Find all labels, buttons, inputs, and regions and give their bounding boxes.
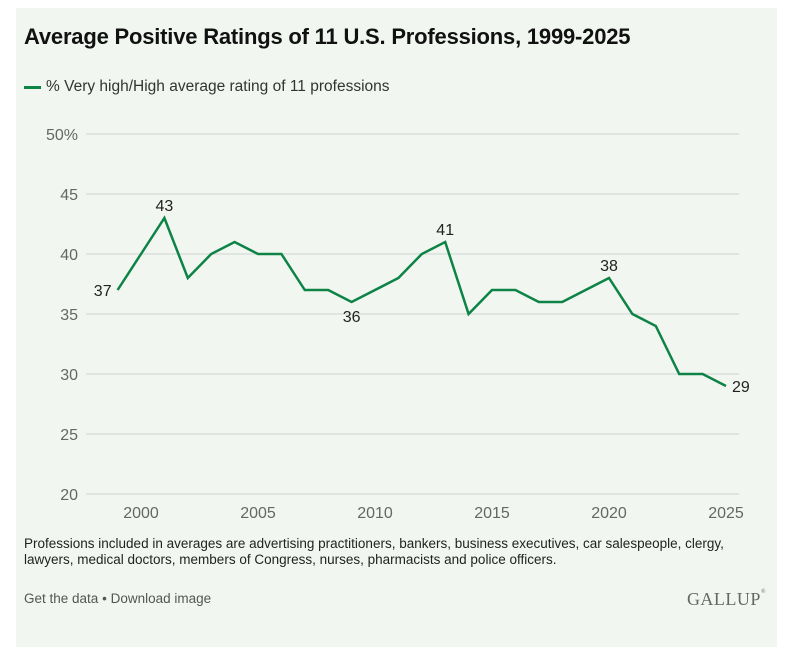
y-tick-label: 50% — [46, 127, 78, 144]
x-tick-label: 2025 — [708, 505, 744, 522]
y-tick-label: 20 — [60, 487, 78, 504]
separator-dot: • — [102, 591, 107, 606]
data-label: 37 — [94, 283, 112, 300]
x-tick-label: 2020 — [591, 505, 627, 522]
x-tick-label: 2015 — [474, 505, 510, 522]
y-tick-label: 25 — [60, 427, 78, 444]
y-tick-label: 45 — [60, 187, 78, 204]
x-axis-ticks: 2000 2005 2010 2015 2020 2025 — [123, 505, 744, 522]
series-line — [116, 215, 727, 388]
get-data-link[interactable]: Get the data — [24, 591, 99, 606]
logo-mark: ® — [760, 589, 766, 595]
gallup-logo: GALLUP® — [687, 589, 766, 610]
data-labels: 37 43 36 41 38 29 — [94, 198, 750, 396]
gridlines — [86, 133, 739, 495]
x-tick-label: 2000 — [123, 505, 159, 522]
footnote: Professions included in averages are adv… — [24, 536, 724, 567]
footer-links: Get the data • Download image — [24, 591, 211, 606]
data-label: 43 — [156, 198, 174, 215]
chart-title: Average Positive Ratings of 11 U.S. Prof… — [24, 24, 631, 49]
data-label: 29 — [732, 379, 750, 396]
y-tick-label: 30 — [60, 367, 78, 384]
x-tick-label: 2010 — [357, 505, 393, 522]
data-label: 41 — [436, 222, 454, 239]
legend-swatch — [24, 85, 41, 89]
y-axis-ticks: 20 25 30 35 40 45 50% — [46, 127, 78, 504]
legend-label: % Very high/High average rating of 11 pr… — [46, 78, 390, 95]
data-points — [117, 217, 727, 387]
logo-text: GALLUP — [686, 589, 761, 609]
chart-card — [16, 8, 777, 647]
data-label: 38 — [600, 258, 618, 275]
data-label: 36 — [343, 309, 361, 326]
y-tick-label: 35 — [60, 307, 78, 324]
download-image-link[interactable]: Download image — [110, 591, 212, 606]
legend: % Very high/High average rating of 11 pr… — [24, 78, 390, 96]
x-tick-label: 2005 — [240, 505, 276, 522]
y-tick-label: 40 — [60, 247, 78, 264]
